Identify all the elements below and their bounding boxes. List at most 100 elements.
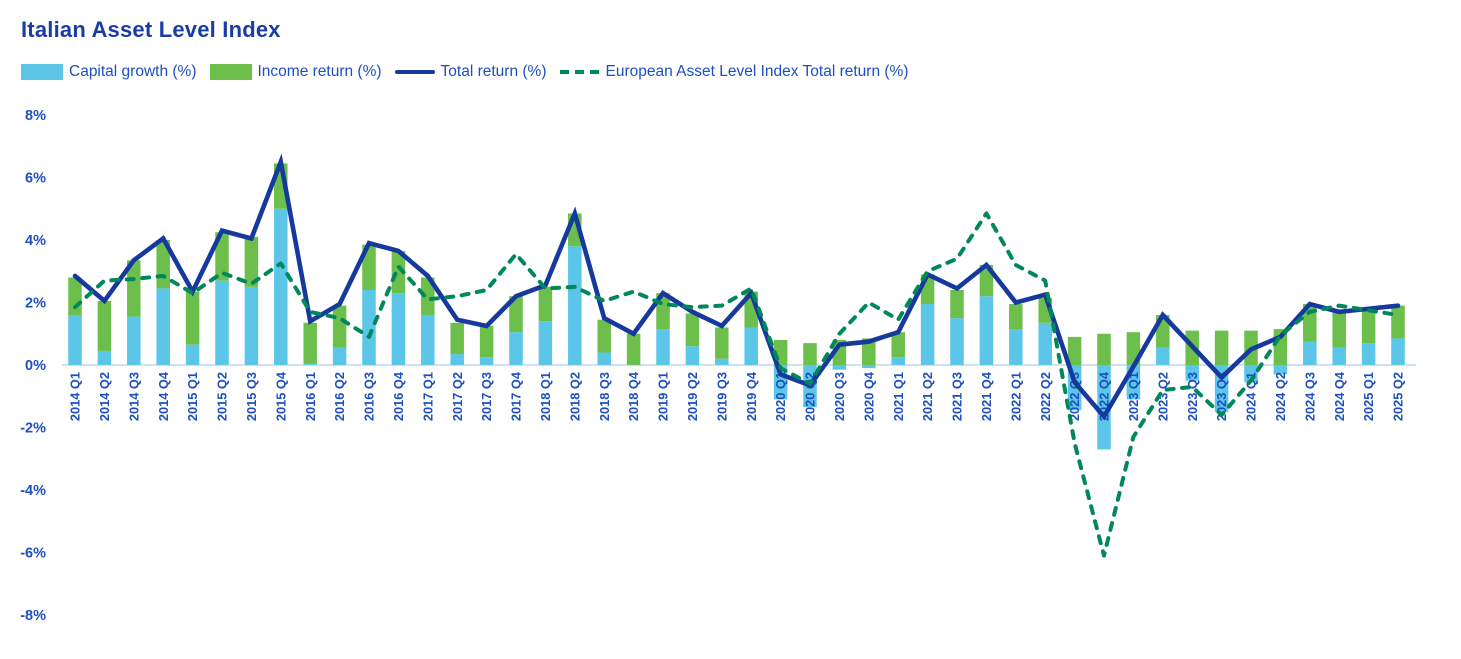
svg-text:2016 Q2: 2016 Q2 — [332, 372, 347, 421]
legend-label: Income return (%) — [257, 63, 382, 80]
income-return-bar — [362, 244, 376, 290]
svg-text:2018 Q1: 2018 Q1 — [538, 372, 553, 421]
legend-label: Total return (%) — [440, 63, 547, 80]
capital-growth-bar — [685, 346, 700, 365]
y-axis-tick-labels: 8% 6% 4% 2% 0% -2% -4% -6% -8% — [20, 108, 46, 624]
legend-item-income-return: Income return (%) — [209, 63, 382, 81]
svg-text:2019 Q4: 2019 Q4 — [744, 371, 759, 421]
capital-growth-bar — [97, 350, 112, 365]
svg-text:2019 Q3: 2019 Q3 — [714, 372, 729, 421]
income-return-bar — [303, 322, 317, 364]
svg-text:2016 Q1: 2016 Q1 — [303, 372, 318, 421]
capital-growth-bar — [1303, 341, 1317, 365]
capital-growth-bar — [920, 304, 935, 365]
capital-growth-bar — [1332, 347, 1346, 365]
svg-text:-8%: -8% — [20, 608, 46, 624]
capital-growth-bar — [950, 318, 964, 365]
legend: Capital growth (%) Income return (%) Tot… — [21, 63, 922, 81]
svg-text:2025 Q2: 2025 Q2 — [1391, 372, 1406, 421]
svg-text:2022 Q1: 2022 Q1 — [1008, 372, 1023, 421]
svg-text:2017 Q2: 2017 Q2 — [450, 372, 465, 421]
svg-text:2016 Q4: 2016 Q4 — [391, 371, 406, 421]
income-return-bar — [509, 296, 523, 333]
svg-text:8%: 8% — [25, 108, 46, 124]
income-return-bar — [244, 236, 259, 287]
capital-growth-bar — [1038, 322, 1052, 365]
svg-text:2015 Q2: 2015 Q2 — [215, 372, 230, 421]
capital-growth-bar — [127, 316, 141, 365]
income-return-bar — [597, 319, 611, 353]
capital-growth-bar — [656, 329, 670, 365]
income-return-bar — [1391, 305, 1405, 339]
income-return-bar — [421, 277, 435, 315]
total-return-line-swatch-icon — [394, 69, 435, 75]
legend-item-total-return: Total return (%) — [394, 63, 547, 81]
income-return-bar — [715, 327, 729, 359]
svg-text:2023 Q1: 2023 Q1 — [1126, 372, 1141, 421]
svg-text:2021 Q4: 2021 Q4 — [979, 371, 994, 421]
income-return-bar — [950, 290, 964, 319]
capital-growth-bar — [68, 315, 82, 365]
capital-growth-bar — [891, 357, 905, 365]
capital-growth-bar — [862, 365, 876, 369]
svg-text:2025 Q1: 2025 Q1 — [1361, 372, 1376, 421]
svg-text:2017 Q4: 2017 Q4 — [509, 371, 524, 421]
income-return-bar — [1009, 304, 1023, 330]
svg-text:2024 Q2: 2024 Q2 — [1273, 372, 1288, 421]
capital-growth-bar — [715, 358, 729, 365]
income-return-bar — [685, 313, 700, 347]
svg-text:6%: 6% — [25, 171, 46, 187]
svg-text:2014 Q4: 2014 Q4 — [156, 371, 171, 421]
legend-label: European Asset Level Index Total return … — [605, 63, 909, 80]
income-return-bar — [1332, 311, 1346, 348]
capital-growth-bar — [538, 321, 553, 365]
income-return-bar — [803, 343, 817, 365]
total-return-line — [72, 153, 1401, 421]
svg-text:2024 Q3: 2024 Q3 — [1302, 372, 1317, 421]
income-return-swatch-icon — [209, 64, 252, 80]
legend-label: Capital growth (%) — [69, 63, 197, 80]
capital-growth-bar — [1361, 343, 1376, 365]
svg-text:2020 Q3: 2020 Q3 — [832, 372, 847, 421]
income-return-bar — [185, 291, 200, 345]
svg-text:4%: 4% — [25, 233, 46, 249]
svg-text:2024 Q1: 2024 Q1 — [1244, 372, 1259, 421]
capital-growth-bar — [303, 363, 317, 365]
svg-text:2023 Q3: 2023 Q3 — [1185, 372, 1200, 421]
svg-text:2020 Q4: 2020 Q4 — [861, 371, 876, 421]
svg-text:2023 Q4: 2023 Q4 — [1214, 371, 1229, 421]
capital-growth-swatch-icon — [21, 64, 63, 80]
income-return-bar — [127, 260, 141, 317]
capital-growth-bar — [1156, 347, 1170, 365]
income-return-bar — [1361, 308, 1376, 344]
svg-text:2019 Q2: 2019 Q2 — [685, 372, 700, 421]
svg-text:2021 Q3: 2021 Q3 — [950, 372, 965, 421]
capital-growth-bar — [362, 290, 376, 365]
capital-growth-bar — [744, 327, 758, 365]
capital-growth-bar — [421, 315, 435, 365]
capital-growth-bar — [479, 357, 494, 365]
svg-text:-4%: -4% — [20, 483, 46, 499]
legend-item-capital-growth: Capital growth (%) — [21, 63, 197, 81]
income-return-bar — [479, 325, 494, 358]
svg-text:2018 Q2: 2018 Q2 — [567, 372, 582, 421]
capital-growth-bar — [244, 286, 259, 365]
svg-text:2014 Q1: 2014 Q1 — [68, 372, 83, 421]
european-total-return-line — [73, 211, 1400, 558]
income-return-bar — [450, 322, 464, 355]
income-return-bar — [1067, 336, 1082, 365]
legend-item-european-total-return: European Asset Level Index Total return … — [559, 63, 909, 81]
svg-text:-6%: -6% — [20, 546, 46, 562]
svg-text:2018 Q4: 2018 Q4 — [626, 371, 641, 421]
capital-growth-bar — [1009, 329, 1023, 365]
svg-text:2017 Q1: 2017 Q1 — [420, 372, 435, 421]
capital-growth-bar — [450, 354, 464, 365]
x-axis-tick-labels: 2014 Q1 2014 Q2 2014 Q3 2014 Q4 2015 Q1 2015 … — [68, 371, 1406, 421]
capital-growth-bar — [215, 280, 229, 365]
capital-growth-bar — [1391, 338, 1405, 365]
svg-text:2023 Q2: 2023 Q2 — [1155, 372, 1170, 421]
capital-growth-bar — [391, 293, 406, 365]
svg-text:2019 Q1: 2019 Q1 — [656, 372, 671, 421]
capital-growth-bar — [1185, 365, 1199, 381]
